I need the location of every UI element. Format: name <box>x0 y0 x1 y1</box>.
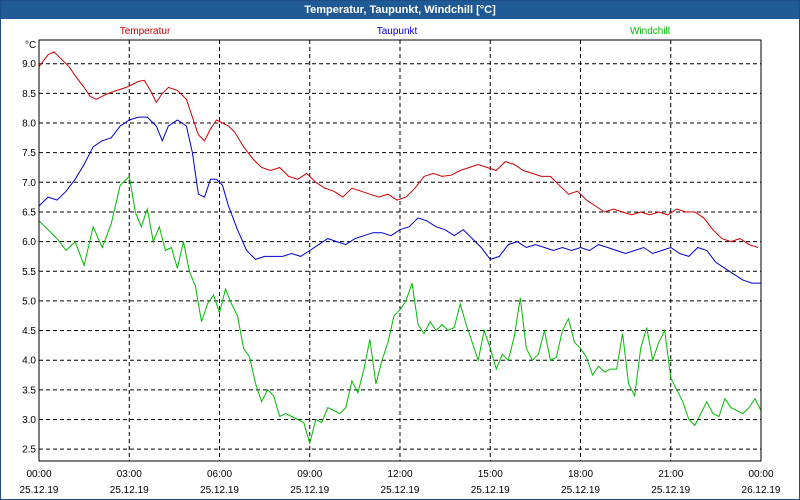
x-tick-time: 00:00 <box>26 469 51 480</box>
y-tick-label: 4.5 <box>22 326 36 337</box>
plot-area-border <box>38 39 762 462</box>
legend-taupunkt: Taupunkt <box>377 26 418 37</box>
window-title: Temperatur, Taupunkt, Windchill [°C] <box>1 1 799 19</box>
x-tick-time: 06:00 <box>207 469 232 480</box>
x-tick-date: 25.12.19 <box>200 485 239 496</box>
x-tick-date: 25.12.19 <box>20 485 59 496</box>
y-tick-label: 5.5 <box>22 267 36 278</box>
y-tick-label: 8.0 <box>22 119 36 130</box>
legend-temperatur: Temperatur <box>120 26 171 37</box>
grid <box>39 40 761 461</box>
y-axis: 9.0 8.5 8.0 7.5 7.0 6.5 6.0 5.5 5.0 4.5 4.0 3.5 3.0 2… <box>22 59 36 455</box>
y-tick-label: 4.0 <box>22 356 36 367</box>
y-tick-label: 6.0 <box>22 237 36 248</box>
legend: Temperatur Taupunkt Windchill <box>120 26 670 37</box>
y-tick-label: 7.0 <box>22 178 36 189</box>
x-tick-time: 09:00 <box>297 469 322 480</box>
series-line-temperatur <box>38 51 759 248</box>
series-line-windchill <box>38 175 762 446</box>
x-tick-time: 18:00 <box>568 469 593 480</box>
y-tick-label: 2.5 <box>22 445 36 456</box>
x-tick-time: 15:00 <box>478 469 503 480</box>
x-tick-date: 25.12.19 <box>110 485 149 496</box>
x-tick-time: 12:00 <box>387 469 412 480</box>
x-tick-time: 00:00 <box>748 469 773 480</box>
y-unit-label: °C <box>25 40 36 51</box>
y-tick-label: 8.5 <box>22 89 36 100</box>
y-tick-label: 6.5 <box>22 207 36 218</box>
x-tick-time: 03:00 <box>117 469 142 480</box>
y-tick-label: 5.0 <box>22 296 36 307</box>
x-tick-date: 25.12.19 <box>561 485 600 496</box>
series-lines <box>38 51 762 446</box>
x-tick-date: 25.12.19 <box>471 485 510 496</box>
y-tick-label: 7.5 <box>22 148 36 159</box>
legend-windchill: Windchill <box>630 26 670 37</box>
x-tick-time: 21:00 <box>658 469 683 480</box>
x-axis: 00:00 25.12.19 03:00 25.12.19 06:00 25.12.19 0… <box>20 469 781 496</box>
y-tick-label: 9.0 <box>22 59 36 70</box>
series-line-taupunkt <box>38 116 761 284</box>
x-tick-date: 25.12.19 <box>651 485 690 496</box>
x-tick-date: 25.12.19 <box>290 485 329 496</box>
x-tick-date: 25.12.19 <box>381 485 420 496</box>
x-tick-date: 26.12.19 <box>742 485 781 496</box>
y-tick-label: 3.5 <box>22 385 36 396</box>
y-tick-label: 3.0 <box>22 415 36 426</box>
